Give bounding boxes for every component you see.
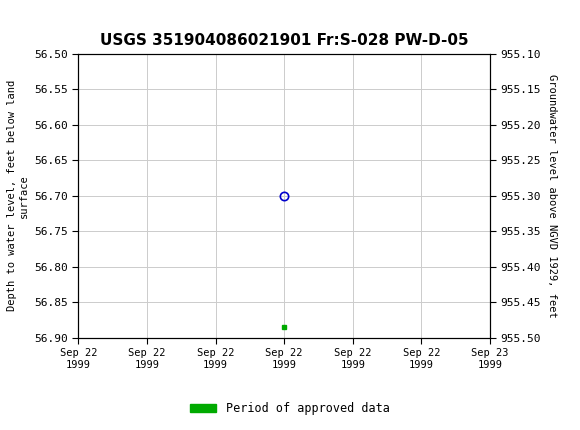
Title: USGS 351904086021901 Fr:S-028 PW-D-05: USGS 351904086021901 Fr:S-028 PW-D-05: [100, 34, 469, 49]
Text: ≡USGS: ≡USGS: [10, 4, 103, 28]
Y-axis label: Depth to water level, feet below land
surface: Depth to water level, feet below land su…: [7, 80, 28, 311]
Legend: Period of approved data: Period of approved data: [186, 397, 394, 420]
Y-axis label: Groundwater level above NGVD 1929, feet: Groundwater level above NGVD 1929, feet: [546, 74, 557, 317]
